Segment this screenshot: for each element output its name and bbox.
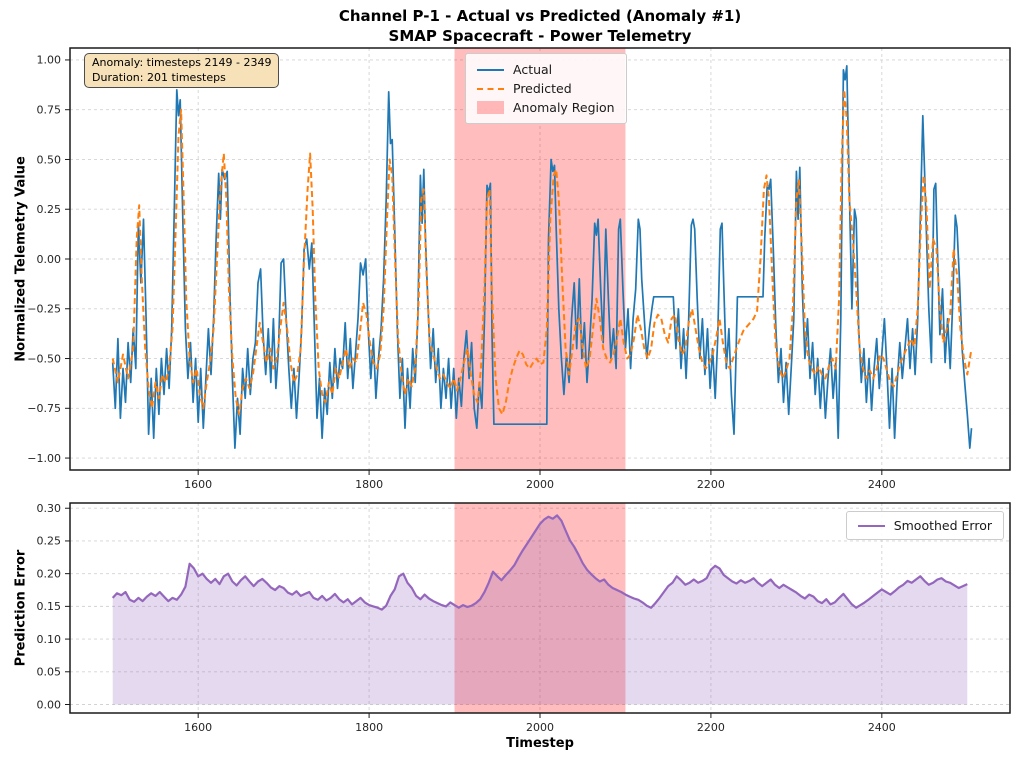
svg-text:1600: 1600 <box>184 721 212 734</box>
svg-text:0.00: 0.00 <box>37 698 62 711</box>
legend-item-smoothed-error: Smoothed Error <box>857 516 992 535</box>
svg-text:−0.75: −0.75 <box>27 402 61 415</box>
svg-text:0.05: 0.05 <box>37 666 62 679</box>
prediction-error-plot-canvas: 1600 1800 2000 2200 2400 0.30 0.25 0.20 0.15 0.10… <box>37 502 1011 734</box>
svg-text:2200: 2200 <box>697 721 725 734</box>
svg-text:2400: 2400 <box>868 721 896 734</box>
svg-text:2400: 2400 <box>868 478 896 491</box>
chart-subtitle: SMAP Spacecraft - Power Telemetry <box>388 26 692 45</box>
svg-text:−0.50: −0.50 <box>27 352 61 365</box>
svg-text:−0.25: −0.25 <box>27 303 61 316</box>
legend-top: Actual Predicted Anomaly Region <box>465 53 627 124</box>
svg-text:1.00: 1.00 <box>37 54 62 67</box>
svg-text:0.25: 0.25 <box>37 203 62 216</box>
svg-text:0.10: 0.10 <box>37 633 62 646</box>
legend-item-predicted: Predicted <box>477 79 615 98</box>
anomaly-region-swatch <box>477 101 504 114</box>
figure-title-block: Channel P-1 - Actual vs Predicted (Anoma… <box>70 7 1010 47</box>
legend-item-actual: Actual <box>477 60 615 79</box>
legend-label-predicted: Predicted <box>513 81 572 96</box>
predicted-line-swatch <box>477 87 504 90</box>
prediction-error-plot: 1600 1800 2000 2200 2400 0.30 0.25 0.20 0.15 0.10… <box>37 502 1011 734</box>
svg-text:−1.00: −1.00 <box>27 452 61 465</box>
anomaly-annotation-line1: Anomaly: timesteps 2149 - 2349 <box>92 56 272 69</box>
svg-text:2200: 2200 <box>697 478 725 491</box>
svg-text:1800: 1800 <box>355 721 383 734</box>
legend-label-anomaly-region: Anomaly Region <box>513 100 615 115</box>
legend-label-actual: Actual <box>513 62 553 77</box>
svg-text:2000: 2000 <box>526 478 554 491</box>
anomaly-annotation: Anomaly: timesteps 2149 - 2349 Duration:… <box>84 53 280 89</box>
chart-title: Channel P-1 - Actual vs Predicted (Anoma… <box>338 7 742 25</box>
smoothed-error-line-swatch <box>857 524 885 527</box>
legend-item-anomaly-region: Anomaly Region <box>477 98 615 117</box>
svg-text:0.25: 0.25 <box>37 535 62 548</box>
legend-bottom: Smoothed Error <box>845 511 1004 540</box>
svg-text:1800: 1800 <box>355 478 383 491</box>
svg-text:0.75: 0.75 <box>37 104 62 117</box>
svg-text:1600: 1600 <box>184 478 212 491</box>
x-axis-label: Timestep <box>506 736 574 751</box>
svg-text:0.20: 0.20 <box>37 567 62 580</box>
svg-text:2000: 2000 <box>526 721 554 734</box>
actual-line-swatch <box>477 68 504 71</box>
y-axis-label-bottom: Prediction Error <box>13 549 29 667</box>
y-axis-label-top: Normalized Telemetry Value <box>13 156 29 362</box>
svg-text:0.00: 0.00 <box>37 253 62 266</box>
telemetry-plot: 1600 1800 2000 2200 2400 1.00 0.75 0.50 0.25 0.00… <box>27 47 1011 491</box>
svg-text:0.50: 0.50 <box>37 153 62 166</box>
legend-label-smoothed-error: Smoothed Error <box>893 518 992 533</box>
svg-text:0.15: 0.15 <box>37 600 62 613</box>
svg-text:0.30: 0.30 <box>37 502 62 515</box>
anomaly-annotation-line2: Duration: 201 timesteps <box>92 70 226 84</box>
